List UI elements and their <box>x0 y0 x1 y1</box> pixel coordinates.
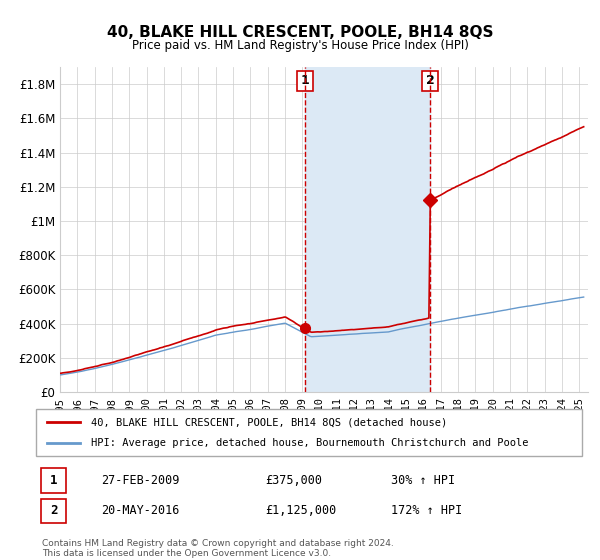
Text: 27-FEB-2009: 27-FEB-2009 <box>101 474 180 487</box>
Text: 172% ↑ HPI: 172% ↑ HPI <box>391 505 462 517</box>
Text: 40, BLAKE HILL CRESCENT, POOLE, BH14 8QS (detached house): 40, BLAKE HILL CRESCENT, POOLE, BH14 8QS… <box>91 417 447 427</box>
Text: 40, BLAKE HILL CRESCENT, POOLE, BH14 8QS: 40, BLAKE HILL CRESCENT, POOLE, BH14 8QS <box>107 25 493 40</box>
Text: 1: 1 <box>50 474 58 487</box>
Text: 30% ↑ HPI: 30% ↑ HPI <box>391 474 455 487</box>
Text: 20-MAY-2016: 20-MAY-2016 <box>101 505 180 517</box>
FancyBboxPatch shape <box>41 468 66 493</box>
Text: Contains HM Land Registry data © Crown copyright and database right 2024.: Contains HM Land Registry data © Crown c… <box>42 539 394 548</box>
Text: 2: 2 <box>426 74 434 87</box>
Text: This data is licensed under the Open Government Licence v3.0.: This data is licensed under the Open Gov… <box>42 549 331 558</box>
Text: 2: 2 <box>50 505 58 517</box>
Text: 1: 1 <box>301 74 310 87</box>
Bar <box>305 67 430 392</box>
Text: £1,125,000: £1,125,000 <box>265 505 337 517</box>
Text: HPI: Average price, detached house, Bournemouth Christchurch and Poole: HPI: Average price, detached house, Bour… <box>91 438 528 448</box>
FancyBboxPatch shape <box>36 409 582 456</box>
Text: £375,000: £375,000 <box>265 474 322 487</box>
Text: Price paid vs. HM Land Registry's House Price Index (HPI): Price paid vs. HM Land Registry's House … <box>131 39 469 52</box>
FancyBboxPatch shape <box>41 499 66 523</box>
